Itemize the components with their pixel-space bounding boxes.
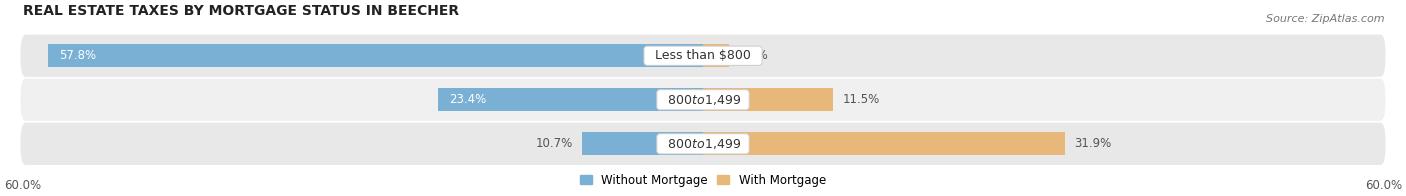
Text: Less than $800: Less than $800 <box>647 49 759 62</box>
FancyBboxPatch shape <box>21 79 1385 121</box>
FancyBboxPatch shape <box>21 123 1385 165</box>
Text: 57.8%: 57.8% <box>59 49 96 62</box>
Text: Source: ZipAtlas.com: Source: ZipAtlas.com <box>1267 14 1385 24</box>
Text: 10.7%: 10.7% <box>536 137 572 150</box>
Text: 31.9%: 31.9% <box>1074 137 1111 150</box>
Text: $800 to $1,499: $800 to $1,499 <box>659 93 747 107</box>
Text: 23.4%: 23.4% <box>449 93 486 106</box>
FancyBboxPatch shape <box>21 34 1385 77</box>
Text: 2.3%: 2.3% <box>738 49 768 62</box>
Bar <box>48 44 703 67</box>
Bar <box>703 44 730 67</box>
Bar <box>437 88 703 111</box>
Bar <box>703 88 834 111</box>
Text: $800 to $1,499: $800 to $1,499 <box>659 137 747 151</box>
Text: REAL ESTATE TAXES BY MORTGAGE STATUS IN BEECHER: REAL ESTATE TAXES BY MORTGAGE STATUS IN … <box>22 4 458 18</box>
Bar <box>582 132 703 155</box>
Legend: Without Mortgage, With Mortgage: Without Mortgage, With Mortgage <box>581 174 825 187</box>
Text: 11.5%: 11.5% <box>842 93 880 106</box>
Bar <box>703 132 1064 155</box>
